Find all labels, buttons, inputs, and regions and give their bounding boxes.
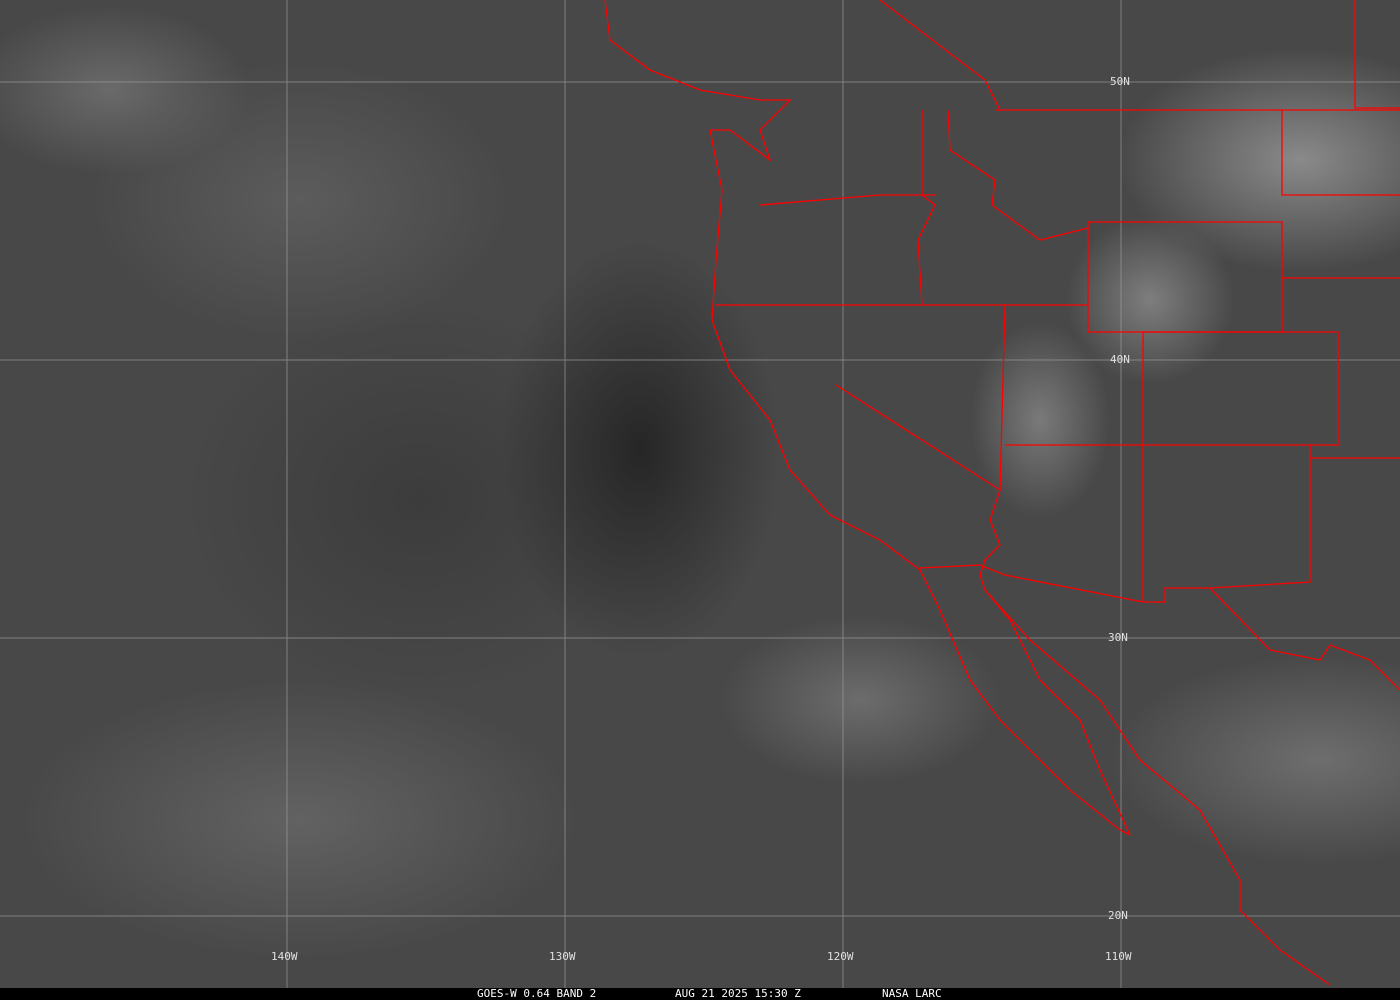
coastline-west [604,0,1131,836]
border-id-mt [947,109,1089,241]
border-canada-bc [879,0,1001,111]
lat-label-40n: 40N [1110,353,1130,366]
caption-source: NASA LARC [882,987,942,1000]
border-wa-or [759,194,935,206]
lon-label-120w: 120W [827,950,854,963]
lat-label-20n: 20N [1108,909,1128,922]
border-az-ca [979,489,1001,576]
border-nm [1164,445,1311,602]
lat-label-30n: 30N [1108,631,1128,644]
border-mt [1354,0,1400,109]
lon-label-130w: 130W [549,950,576,963]
lon-label-110w: 110W [1105,950,1132,963]
coastline-mexico [984,589,1331,986]
border-ut-wy [1087,221,1283,333]
border-nv-az [1005,331,1339,446]
lon-label-140w: 140W [271,950,298,963]
caption-datetime: AUG 21 2025 15:30 Z [675,987,801,1000]
coastline-baja-east [979,574,1131,836]
border-us-mexico [919,564,1165,603]
border-wa-id [917,110,936,306]
coastline-gulf [1209,587,1400,691]
caption-satellite: GOES-W 0.64 BAND 2 [477,987,597,1000]
border-wy-co [1281,110,1400,196]
caption-bar: GOES-W 0.64 BAND 2 AUG 21 2025 15:30 Z N… [0,988,1400,1000]
border-ca-nv [835,304,1006,492]
lat-label-50n: 50N [1110,75,1130,88]
